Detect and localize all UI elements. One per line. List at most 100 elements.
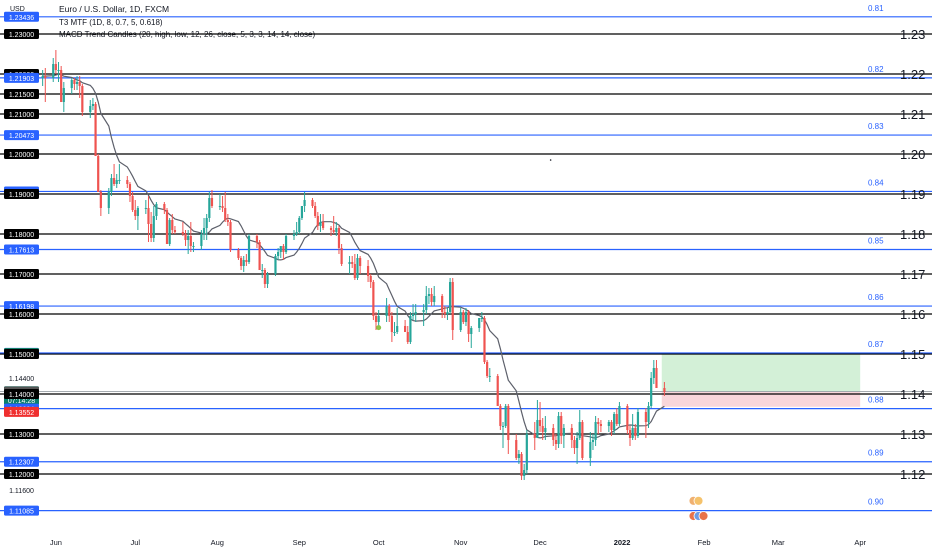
candle[interactable] xyxy=(208,192,211,222)
candle[interactable] xyxy=(210,190,214,208)
candle[interactable] xyxy=(441,294,444,318)
candle[interactable] xyxy=(150,212,153,242)
candle[interactable] xyxy=(496,374,499,406)
candle[interactable] xyxy=(663,382,666,396)
candle[interactable] xyxy=(478,318,481,332)
candle[interactable] xyxy=(618,402,621,426)
candle[interactable] xyxy=(62,82,65,112)
candle[interactable] xyxy=(652,360,655,384)
candle[interactable] xyxy=(337,226,341,254)
candle[interactable] xyxy=(134,200,137,220)
candle[interactable] xyxy=(340,244,343,266)
candle[interactable] xyxy=(523,464,526,480)
economic-event-icon[interactable] xyxy=(693,495,704,506)
candle[interactable] xyxy=(433,286,436,306)
candle[interactable] xyxy=(406,326,409,344)
candle[interactable] xyxy=(348,256,351,274)
candle[interactable] xyxy=(274,254,277,276)
candle[interactable] xyxy=(218,194,222,210)
candle[interactable] xyxy=(594,416,597,446)
candle[interactable] xyxy=(171,214,174,234)
candle[interactable] xyxy=(335,222,338,236)
candle[interactable] xyxy=(332,216,335,234)
candle[interactable] xyxy=(372,280,375,320)
candle[interactable] xyxy=(314,202,317,218)
candle[interactable] xyxy=(128,182,132,202)
candle[interactable] xyxy=(255,234,259,248)
candle[interactable] xyxy=(110,174,113,196)
candle[interactable] xyxy=(462,310,465,324)
candle[interactable] xyxy=(414,304,417,322)
candle[interactable] xyxy=(430,288,433,306)
candle[interactable] xyxy=(483,316,486,364)
candle[interactable] xyxy=(451,278,454,340)
candle[interactable] xyxy=(353,254,356,280)
candle[interactable] xyxy=(226,214,229,226)
candle[interactable] xyxy=(554,434,558,450)
profit-zone[interactable] xyxy=(661,353,861,392)
candle[interactable] xyxy=(292,230,296,240)
candle[interactable] xyxy=(97,154,100,192)
candle[interactable] xyxy=(507,404,510,454)
candle[interactable] xyxy=(427,288,431,304)
candle[interactable] xyxy=(560,412,563,444)
candle[interactable] xyxy=(501,422,505,448)
candle[interactable] xyxy=(533,422,536,450)
candle[interactable] xyxy=(91,98,95,110)
candle[interactable] xyxy=(282,244,285,260)
candle[interactable] xyxy=(591,434,595,450)
candle[interactable] xyxy=(54,50,57,74)
candle[interactable] xyxy=(443,306,446,318)
candle[interactable] xyxy=(52,58,55,82)
candle[interactable] xyxy=(599,420,603,432)
candle[interactable] xyxy=(319,214,322,232)
candle[interactable] xyxy=(202,218,206,240)
candle[interactable] xyxy=(480,312,483,322)
candle[interactable] xyxy=(644,408,647,438)
candle[interactable] xyxy=(94,102,97,156)
candle[interactable] xyxy=(131,192,134,212)
candle[interactable] xyxy=(316,212,319,230)
candle[interactable] xyxy=(448,278,452,314)
candle[interactable] xyxy=(261,264,264,278)
candle[interactable] xyxy=(385,298,388,322)
candle[interactable] xyxy=(351,256,354,268)
candle[interactable] xyxy=(631,414,634,440)
candle[interactable] xyxy=(552,424,555,446)
candle[interactable] xyxy=(163,202,166,214)
candle[interactable] xyxy=(390,312,393,342)
candle[interactable] xyxy=(615,408,618,426)
candle[interactable] xyxy=(628,426,632,446)
candle[interactable] xyxy=(263,268,266,288)
candle[interactable] xyxy=(239,256,243,270)
candle[interactable] xyxy=(41,70,44,86)
candle[interactable] xyxy=(247,234,251,264)
candle[interactable] xyxy=(520,452,523,480)
candle[interactable] xyxy=(321,214,325,230)
candle[interactable] xyxy=(573,436,576,454)
candle[interactable] xyxy=(581,420,584,460)
candle[interactable] xyxy=(626,404,629,434)
candle[interactable] xyxy=(575,432,579,464)
candle[interactable] xyxy=(192,242,195,252)
candle[interactable] xyxy=(284,234,288,254)
candle[interactable] xyxy=(311,198,314,208)
candle[interactable] xyxy=(366,260,370,282)
candle[interactable] xyxy=(277,248,280,260)
stop-zone[interactable] xyxy=(661,391,861,407)
candle[interactable] xyxy=(147,196,150,242)
candle[interactable] xyxy=(229,220,232,252)
candle[interactable] xyxy=(393,322,396,336)
candle[interactable] xyxy=(422,304,425,326)
candle[interactable] xyxy=(258,240,261,270)
candle[interactable] xyxy=(541,418,544,440)
candle[interactable] xyxy=(634,424,637,440)
candle[interactable] xyxy=(570,424,573,448)
candle[interactable] xyxy=(589,432,592,466)
candle[interactable] xyxy=(70,78,73,94)
candle[interactable] xyxy=(221,196,224,212)
candle[interactable] xyxy=(224,192,227,222)
candle[interactable] xyxy=(78,76,81,98)
candle[interactable] xyxy=(557,412,560,448)
